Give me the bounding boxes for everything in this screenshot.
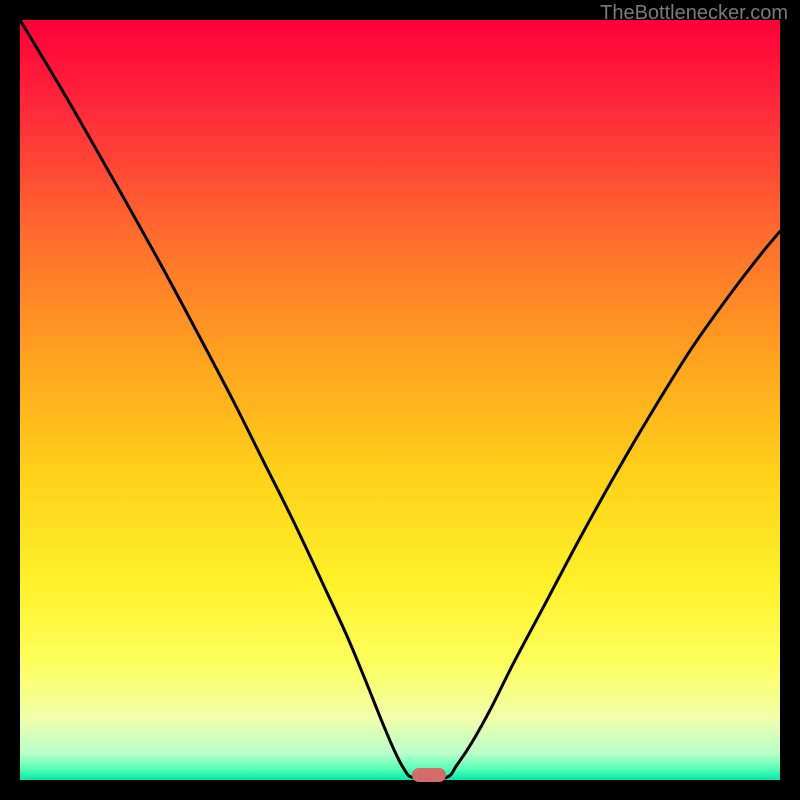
chart-stage: TheBottlenecker.com: [0, 0, 800, 800]
plot-area: [20, 20, 780, 780]
bottleneck-curve: [20, 20, 780, 780]
bottleneck-curve-path: [20, 20, 780, 779]
optimum-marker: [412, 768, 446, 782]
watermark-text: TheBottlenecker.com: [600, 2, 788, 25]
